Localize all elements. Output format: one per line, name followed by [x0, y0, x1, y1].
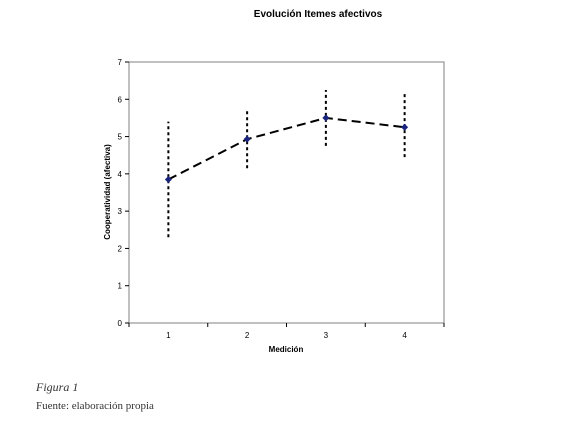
data-point	[401, 123, 409, 131]
chart-title: Evolución Itemes afectivos	[254, 9, 383, 20]
markers	[164, 114, 409, 183]
y-tick-label: 6	[118, 95, 123, 104]
y-tick-label: 1	[118, 282, 123, 291]
y-axis: 0 1 2 3 4 5 6 7	[118, 58, 129, 328]
y-tick-label: 2	[118, 244, 123, 253]
figure-label: Figura 1	[36, 380, 79, 394]
chart: Evolución Itemes afectivos 0 1 2 3 4 5 6 7 1 2 3 4…	[103, 9, 445, 354]
data-point	[322, 114, 330, 122]
x-tick-label: 4	[402, 331, 407, 340]
x-axis: 1 2 3 4	[128, 323, 445, 340]
x-tick-label: 3	[324, 331, 329, 340]
x-axis-label: Medición	[269, 345, 304, 354]
y-tick-label: 3	[118, 207, 123, 216]
x-tick-label: 1	[166, 331, 171, 340]
figure-source: Fuente: elaboración propia	[36, 400, 154, 412]
y-tick-label: 0	[118, 319, 123, 328]
data-point	[164, 175, 172, 183]
plot-area	[128, 61, 445, 324]
x-tick-label: 2	[245, 331, 250, 340]
y-tick-label: 7	[118, 58, 123, 67]
data-point	[243, 135, 251, 143]
y-tick-label: 4	[118, 170, 123, 179]
series-line	[167, 116, 405, 181]
y-axis-label: Cooperatividad (afectiva)	[103, 144, 112, 240]
y-tick-label: 5	[118, 133, 123, 142]
